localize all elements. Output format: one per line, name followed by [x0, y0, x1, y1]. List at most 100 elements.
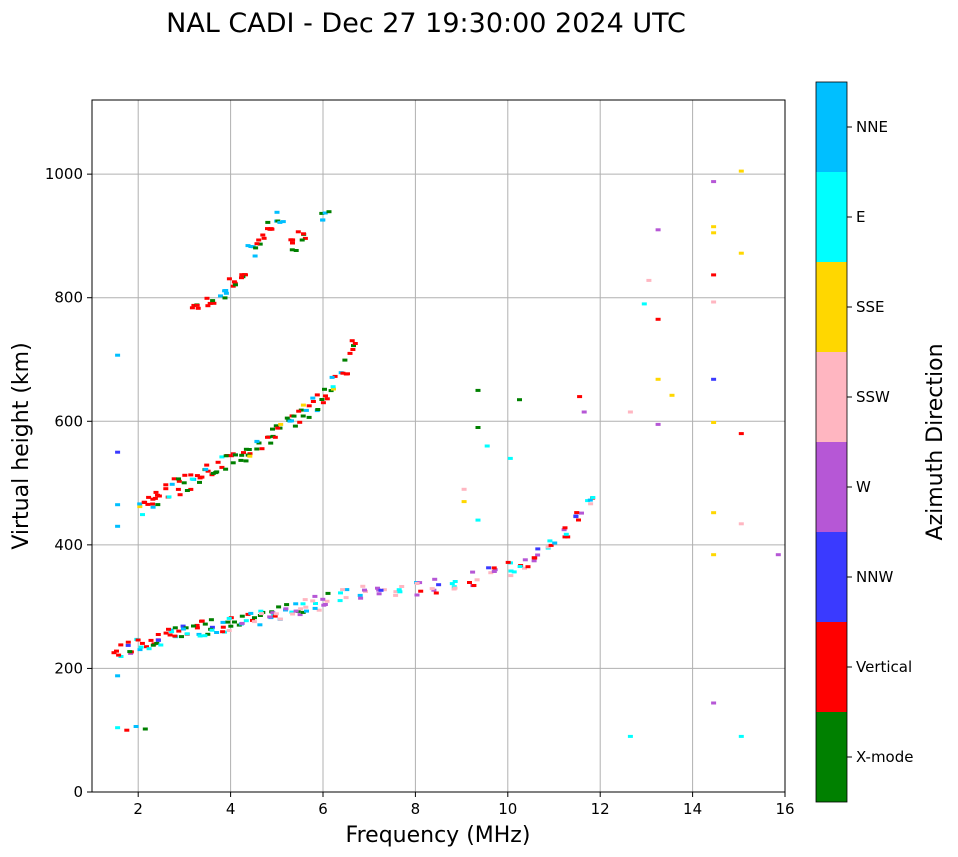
echo-mark: [169, 482, 175, 486]
y-axis-ticks: 0 200 400 600 800 1000: [45, 165, 92, 801]
colorbar-segment: [816, 442, 847, 532]
x-tick-label: 4: [226, 800, 236, 818]
echo-mark: [562, 526, 568, 530]
echo-mark: [342, 358, 348, 362]
echo-mark: [314, 393, 320, 397]
echo-mark: [233, 453, 238, 457]
echo-mark: [268, 227, 274, 231]
echo-mark: [655, 422, 661, 426]
echo-mark: [587, 498, 593, 502]
echo-mark: [302, 598, 308, 602]
echo-mark: [324, 397, 330, 401]
colorbar-segment: [816, 622, 847, 712]
colorbar-label-item: NNW: [856, 568, 893, 586]
echo-mark: [115, 674, 121, 678]
echo-mark: [248, 611, 254, 615]
colorbar-segment: [816, 82, 847, 172]
echo-mark: [302, 236, 308, 240]
echo-mark: [276, 605, 282, 609]
echo-mark: [393, 590, 399, 594]
echo-mark: [312, 594, 318, 598]
echo-mark: [565, 535, 571, 539]
echo-mark: [181, 481, 187, 485]
echo-mark: [146, 647, 152, 651]
echo-mark: [552, 541, 558, 545]
echo-mark: [352, 342, 358, 345]
echo-mark: [230, 461, 236, 465]
echo-mark: [202, 622, 208, 626]
echo-mark: [488, 571, 494, 575]
echo-mark: [711, 273, 717, 277]
echo-mark: [252, 616, 257, 620]
echo-mark: [561, 528, 567, 532]
echo-mark: [138, 645, 144, 649]
echo-mark: [535, 553, 541, 557]
echo-mark: [245, 244, 251, 248]
echo-mark: [150, 502, 156, 506]
echo-mark: [531, 559, 537, 563]
echo-mark: [738, 432, 744, 436]
echo-mark: [144, 645, 149, 649]
echo-mark: [328, 389, 334, 393]
echo-mark: [507, 456, 513, 460]
echo-mark: [574, 511, 580, 515]
echo-mark: [343, 596, 349, 600]
colorbar-label-item: Vertical: [856, 658, 912, 676]
echo-mark: [261, 236, 267, 240]
echo-mark: [194, 626, 200, 630]
echo-mark: [257, 623, 263, 627]
echo-mark: [204, 296, 210, 300]
echo-mark: [627, 410, 633, 414]
echo-mark: [188, 487, 194, 491]
echo-mark: [340, 371, 346, 375]
echo-mark: [329, 375, 335, 379]
echo-mark: [330, 385, 336, 389]
echo-mark: [145, 502, 151, 506]
echo-mark: [163, 631, 169, 635]
echo-mark: [738, 251, 744, 255]
colorbar-label-item: W: [856, 478, 871, 496]
echo-mark: [142, 727, 148, 731]
echo-mark: [115, 726, 121, 730]
echo-mark: [573, 515, 579, 519]
echo-mark: [289, 248, 295, 252]
echo-mark: [563, 532, 569, 536]
echo-mark: [452, 586, 458, 590]
echo-mark: [399, 585, 405, 588]
echo-mark: [461, 487, 467, 491]
echo-mark: [204, 463, 210, 467]
echo-mark: [171, 477, 177, 481]
echo-mark: [433, 591, 439, 595]
echo-mark: [414, 582, 420, 585]
echo-mark: [492, 568, 498, 572]
echo-mark: [290, 238, 296, 242]
echo-mark: [376, 592, 382, 596]
data-marks: [111, 169, 781, 738]
echo-mark: [545, 545, 551, 549]
x-axis-label: Frequency (MHz): [346, 823, 531, 848]
echo-mark: [331, 387, 336, 391]
colorbar-segment: [816, 712, 847, 802]
echo-mark: [293, 249, 299, 252]
echo-mark: [283, 607, 289, 611]
echo-mark: [313, 602, 318, 605]
echo-mark: [243, 459, 249, 463]
colorbar-label-item: E: [856, 208, 865, 226]
echo-mark: [265, 435, 270, 439]
echo-mark: [219, 455, 225, 459]
echo-mark: [429, 587, 435, 591]
echo-mark: [347, 351, 353, 355]
echo-mark: [116, 653, 122, 657]
echo-mark: [220, 630, 226, 634]
chart-title: NAL CADI - Dec 27 19:30:00 2024 UTC: [166, 8, 686, 39]
echo-mark: [576, 518, 581, 522]
echo-mark: [532, 556, 538, 560]
echo-mark: [259, 612, 264, 616]
echo-mark: [189, 477, 195, 481]
echo-mark: [245, 612, 251, 616]
y-tick-label: 1000: [45, 165, 83, 183]
echo-mark: [300, 403, 306, 407]
echo-mark: [461, 500, 467, 504]
echo-mark: [179, 635, 184, 639]
echo-mark: [711, 701, 717, 705]
